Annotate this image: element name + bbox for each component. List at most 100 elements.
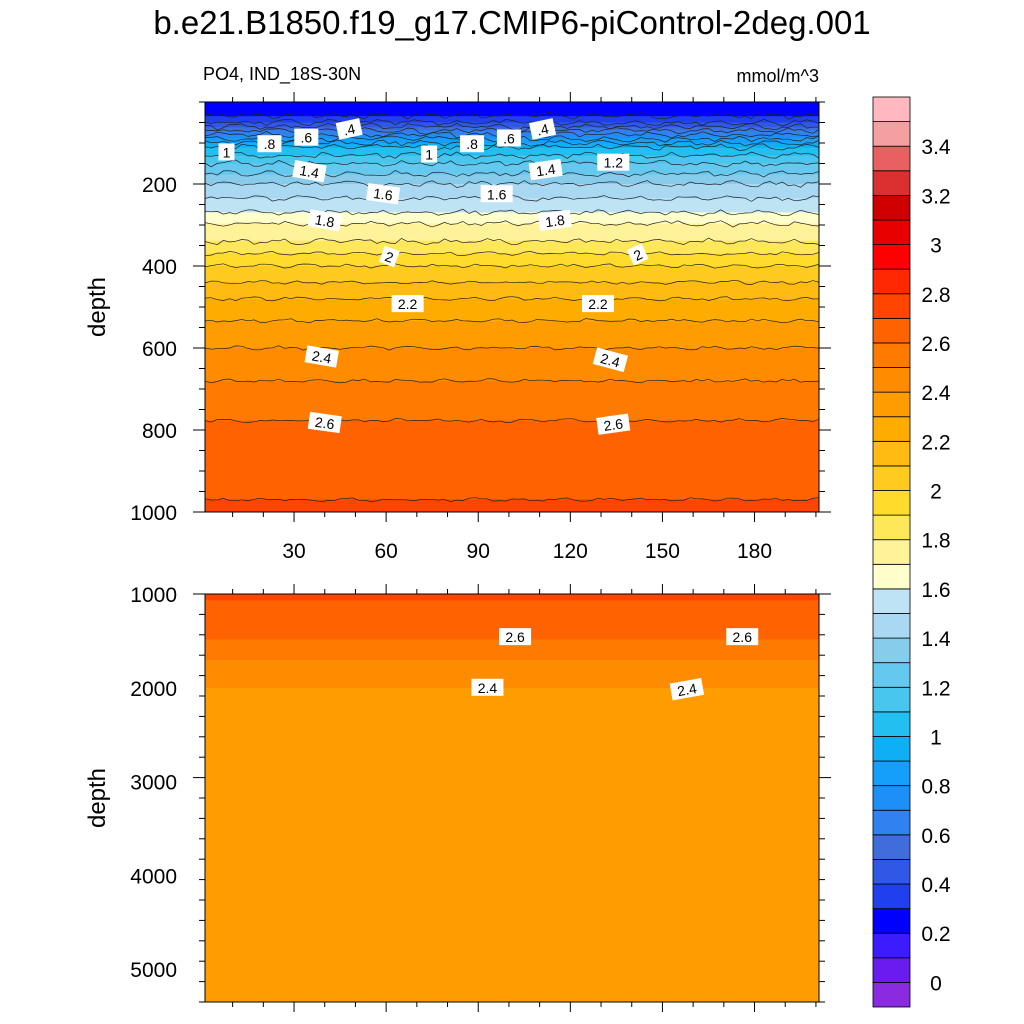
- colorbar-swatch: [872, 440, 911, 467]
- svg-text:2.2: 2.2: [398, 296, 418, 312]
- colorbar: 0 0.2 0.4 0.6 0.8 1 1.2 1.4 1.6 1.8 2 2.2 2.4 2.6 2.8 3…: [872, 96, 951, 1008]
- svg-text:.4: .4: [535, 120, 550, 138]
- svg-text:2.4: 2.4: [599, 350, 622, 371]
- axes: 30 60 90 120 150 180 200 400 600 800 1000 depth: [84, 92, 831, 563]
- contour-label: 1.2: [597, 153, 630, 171]
- y-tick-label: 5000: [130, 959, 177, 982]
- colorbar-swatch: [872, 637, 911, 664]
- colorbar-swatch: [872, 96, 911, 122]
- contour-labels: .4.6.81.4.6.811.21.4 1.41.6 1.61.8 1.82 22.2…: [218, 118, 649, 435]
- contour-label: 2.6: [726, 628, 759, 646]
- y-tick-label: 400: [142, 256, 177, 279]
- x-tick-label: 120: [553, 540, 588, 563]
- colorbar-swatch: [872, 465, 911, 491]
- contour-label: 1.6: [480, 185, 513, 203]
- contour-label: 2: [378, 245, 400, 268]
- y-tick-label: 600: [142, 338, 177, 361]
- colorbar-swatch: [872, 268, 911, 295]
- svg-text:1: 1: [223, 144, 231, 160]
- contour-label: 2.6: [499, 628, 532, 646]
- contour-line: [205, 251, 819, 257]
- colorbar-tick-label: 1.4: [921, 628, 951, 651]
- contour-label: .8: [460, 135, 485, 153]
- colorbar-swatch: [872, 859, 911, 885]
- colorbar-tick-label: 0.8: [921, 776, 950, 799]
- contour-label: 2.4: [471, 678, 504, 696]
- colorbar-tick-label: 1: [930, 726, 942, 749]
- colorbar-swatch: [872, 367, 911, 393]
- contour-label: 2.4: [592, 347, 629, 373]
- svg-text:2.6: 2.6: [314, 414, 336, 433]
- colorbar-tick-label: 0: [930, 972, 942, 995]
- svg-text:2.6: 2.6: [603, 415, 625, 434]
- colorbar-swatch: [872, 736, 911, 762]
- y-tick-label: 200: [142, 174, 177, 197]
- contour-label: 1.8: [537, 209, 572, 232]
- colorbar-swatch: [872, 244, 911, 270]
- contour-line: [205, 263, 819, 269]
- contour-label: 2.2: [581, 295, 614, 313]
- colorbar-swatch: [872, 957, 911, 983]
- y-axis-label: depth: [84, 768, 111, 828]
- y-tick-label: 4000: [130, 865, 177, 888]
- contour-line: [205, 180, 819, 188]
- contour-line: [205, 208, 819, 217]
- contour-label: .6: [294, 128, 319, 146]
- colorbar-tick-label: 3.2: [921, 185, 950, 208]
- contour-line: [205, 143, 819, 151]
- contour-fill: [205, 594, 819, 1002]
- colorbar-swatch: [872, 293, 911, 319]
- colorbar-tick-label: 0.4: [921, 874, 951, 897]
- svg-text:2.4: 2.4: [311, 347, 333, 366]
- contour-label: .4: [335, 118, 363, 140]
- colorbar-swatch: [872, 539, 911, 565]
- contour-line: [205, 296, 819, 302]
- contour-line: [205, 497, 819, 502]
- contour-label: 1.8: [307, 209, 343, 232]
- colorbar-tick-label: 0.6: [921, 825, 950, 848]
- colorbar-swatch: [872, 809, 911, 836]
- colorbar-tick-label: 1.6: [921, 579, 950, 602]
- contour-line: [205, 237, 819, 246]
- colorbar-tick-label: 2.2: [921, 431, 950, 454]
- svg-text:.4: .4: [342, 120, 357, 138]
- svg-text:2.2: 2.2: [588, 296, 608, 312]
- colorbar-swatch: [872, 785, 911, 811]
- colorbar-swatch: [872, 908, 911, 934]
- svg-text:.8: .8: [466, 136, 478, 152]
- contour-label: 2.6: [307, 411, 342, 434]
- x-tick-label: 60: [374, 540, 397, 563]
- x-tick-label: 150: [645, 540, 680, 563]
- colorbar-tick-label: 3: [930, 235, 942, 258]
- colorbar-tick-label: 1.2: [921, 677, 950, 700]
- y-tick-label: 3000: [130, 772, 177, 795]
- svg-text:2.4: 2.4: [478, 680, 498, 696]
- colorbar-swatch: [872, 563, 911, 590]
- contour-label: 2.6: [596, 413, 631, 435]
- colorbar-swatch: [872, 662, 911, 688]
- y-tick-label: 1000: [130, 584, 177, 607]
- lower-depth-panel: 2.6 2.6 2.4 2.4 1000 2000 3000 4000 5000 depth: [84, 584, 831, 1012]
- colorbar-swatch: [872, 760, 911, 787]
- contour-line: [205, 378, 819, 384]
- colorbar-swatch: [872, 121, 911, 147]
- colorbar-swatch: [872, 416, 911, 442]
- svg-text:1.8: 1.8: [544, 212, 566, 231]
- colorbar-swatch: [872, 170, 911, 196]
- colorbar-swatch: [872, 613, 911, 639]
- svg-text:1.4: 1.4: [535, 161, 557, 180]
- colorbar-swatch: [872, 219, 911, 245]
- colorbar-swatch: [872, 932, 911, 959]
- chart-title: b.e21.B1850.f19_g17.CMIP6-piControl-2deg…: [153, 4, 871, 41]
- svg-text:1.6: 1.6: [372, 185, 394, 204]
- contour-line: [205, 318, 819, 324]
- contour-label: 1.6: [366, 183, 401, 205]
- y-tick-label: 2000: [130, 678, 177, 701]
- colorbar-tick-label: 2.4: [921, 382, 951, 405]
- contour-label: 1: [218, 143, 235, 161]
- colorbar-swatch: [872, 834, 911, 860]
- contour-line: [205, 418, 819, 423]
- colorbar-tick-label: 0.2: [921, 923, 950, 946]
- svg-text:.6: .6: [300, 130, 312, 146]
